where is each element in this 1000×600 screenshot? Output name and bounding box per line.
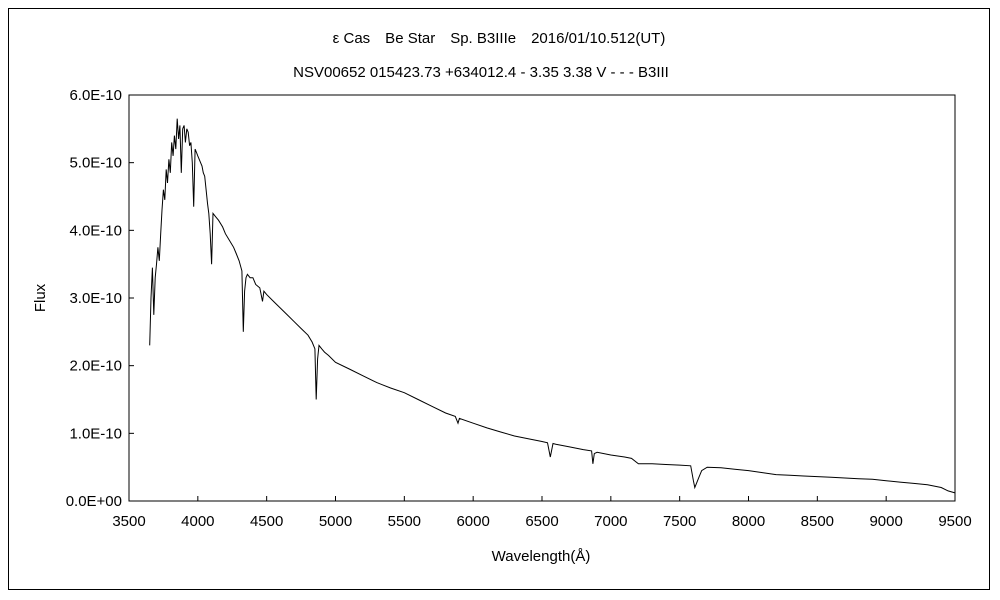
x-tick-label: 7000 xyxy=(594,513,627,530)
chart-title: ε Cas Be Star Sp. B3IIIe 2016/01/10.512(… xyxy=(333,30,666,47)
chart-frame: ε Cas Be Star Sp. B3IIIe 2016/01/10.512(… xyxy=(8,8,990,590)
x-tick-label: 9500 xyxy=(938,513,971,530)
x-tick-label: 6000 xyxy=(456,513,489,530)
chart-subtitle: NSV00652 015423.73 +634012.4 - 3.35 3.38… xyxy=(293,64,669,81)
y-tick-label: 4.0E-10 xyxy=(69,222,122,239)
x-tick-label: 8000 xyxy=(732,513,765,530)
x-tick-label: 4000 xyxy=(181,513,214,530)
x-axis-label: Wavelength(Å) xyxy=(492,548,591,565)
spectrum-line xyxy=(149,118,956,494)
y-tick-label: 3.0E-10 xyxy=(69,290,122,307)
x-tick-label: 9000 xyxy=(869,513,902,530)
x-tick-label: 5000 xyxy=(319,513,352,530)
y-tick-label: 5.0E-10 xyxy=(69,155,122,172)
x-tick-label: 4500 xyxy=(250,513,283,530)
y-axis: 0.0E+00 1.0E-10 2.0E-10 3.0E-10 4.0E-10 5.0E-… xyxy=(66,87,134,510)
x-tick-label: 7500 xyxy=(663,513,696,530)
y-axis-label: Flux xyxy=(32,283,49,312)
x-tick-label: 3500 xyxy=(112,513,145,530)
x-tick-label: 5500 xyxy=(388,513,421,530)
x-tick-label: 6500 xyxy=(525,513,558,530)
y-tick-label: 1.0E-10 xyxy=(69,425,122,442)
plot-area xyxy=(128,94,956,502)
spectrum-chart: ε Cas Be Star Sp. B3IIIe 2016/01/10.512(… xyxy=(32,30,972,565)
y-tick-label: 0.0E+00 xyxy=(66,493,122,510)
x-tick-label: 8500 xyxy=(801,513,834,530)
y-tick-label: 2.0E-10 xyxy=(69,358,122,375)
x-axis: 3500 4000 4500 5000 5500 6000 6500 7000 7500 8000… xyxy=(112,496,972,530)
y-tick-label: 6.0E-10 xyxy=(69,87,122,104)
